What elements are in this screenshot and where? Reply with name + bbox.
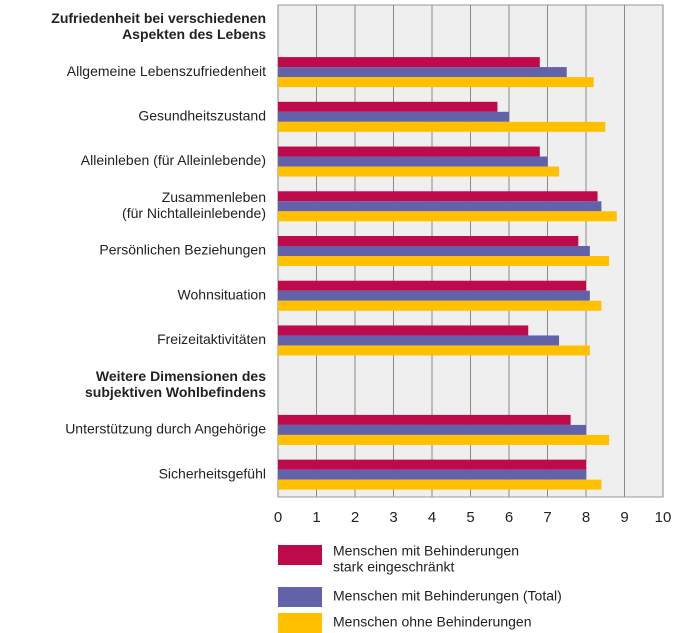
bar [278,335,560,346]
bar [278,156,548,167]
y-tick-label: Gesundheitszustand [138,108,266,124]
x-tick-label: 2 [351,509,359,526]
y-tick-label: Alleinleben (für Alleinlebende) [81,152,266,168]
bar [278,166,560,177]
x-tick-label: 3 [389,509,397,526]
y-tick-label: (für Nichtalleinlebende) [122,205,266,221]
bar [278,300,602,311]
y-tick-label: Sicherheitsgefühl [159,465,266,481]
bar [278,434,610,445]
bar [278,101,498,112]
legend-label: Menschen mit Behinderungen (Total) [333,588,562,604]
bar [278,290,590,301]
x-tick-label: 0 [274,509,282,526]
bar [278,111,509,122]
x-tick-label: 9 [620,509,628,526]
x-tick-label: 5 [466,509,474,526]
bar [278,280,586,291]
bar [278,146,540,157]
y-tick-label: Allgemeine Lebenszufriedenheit [67,63,266,79]
legend-label: stark eingeschränkt [333,559,455,575]
y-tick-label: Wohnsituation [178,286,266,302]
x-tick-label: 10 [655,509,672,526]
y-tick-label: Persönlichen Beziehungen [99,242,266,258]
legend-label: Menschen mit Behinderungen [333,543,519,559]
x-tick-label: 4 [428,509,436,526]
x-tick-label: 1 [312,509,320,526]
bar [278,469,586,480]
legend-label: Menschen ohne Behinderungen [333,614,532,630]
x-tick-label: 6 [505,509,513,526]
legend-swatch [278,613,322,633]
bar [278,325,529,336]
x-tick-label: 8 [582,509,590,526]
y-tick-label: Zusammenleben [162,189,266,205]
bar [278,479,602,490]
bar [278,201,602,212]
bar [278,191,598,202]
legend-swatch [278,545,322,565]
bar [278,414,571,425]
bar [278,211,617,222]
bar [278,459,586,470]
bar [278,77,594,88]
x-tick-label: 7 [543,509,551,526]
bar [278,57,540,68]
bar [278,256,610,266]
section-heading: Zufriedenheit bei verschiedenen [51,10,266,26]
legend-swatch [278,587,322,607]
bar [278,236,579,246]
bar [278,345,590,356]
y-tick-label: Freizeitaktivitäten [157,331,266,347]
bar [278,67,567,78]
section-heading: Aspekten des Lebens [122,26,266,42]
bar [278,424,586,435]
bar [278,246,590,256]
section-heading: subjektiven Wohlbefindens [85,384,266,400]
section-heading: Weitere Dimensionen des [96,368,266,384]
y-tick-label: Unterstützung durch Angehörige [65,421,266,437]
bar [278,121,606,132]
